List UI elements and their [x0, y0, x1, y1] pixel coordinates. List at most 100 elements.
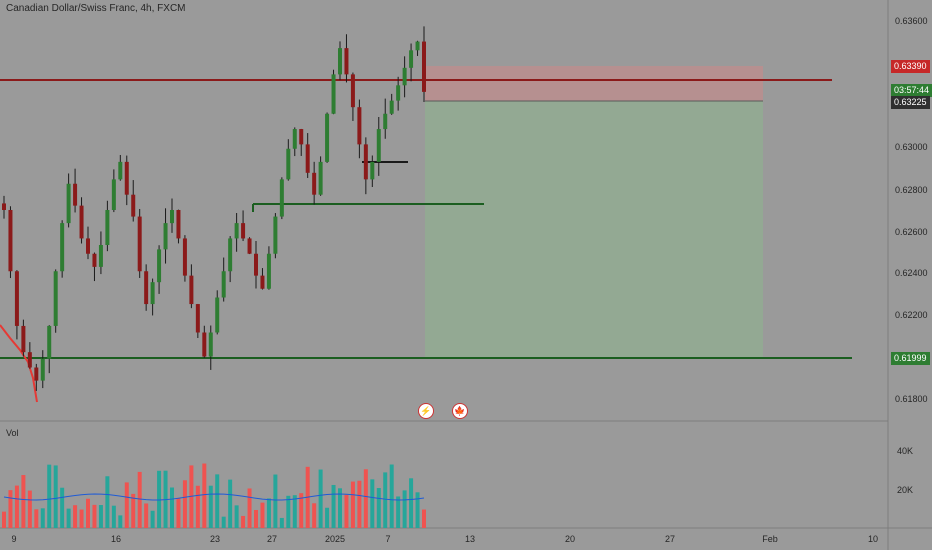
volume-bar — [182, 480, 187, 528]
time-tick: 27 — [267, 534, 277, 544]
volume-bar — [79, 509, 84, 528]
canada-flag-icon[interactable]: 🍁 — [452, 403, 468, 419]
candle-body — [318, 161, 323, 195]
volume-bar — [170, 487, 174, 528]
candle-body — [228, 238, 233, 272]
stop-price-badge: 0.63390 — [891, 60, 930, 73]
candle-body — [299, 129, 304, 145]
volume-bar — [318, 469, 323, 528]
time-tick: 2025 — [325, 534, 345, 544]
price-tick: 0.63600 — [895, 16, 928, 26]
candle-body — [157, 249, 162, 283]
candle-body — [357, 107, 362, 145]
volume-bar — [247, 488, 252, 528]
volume-bar — [124, 482, 129, 528]
volume-bar — [47, 464, 52, 528]
volume-bar — [137, 471, 142, 528]
price-axis[interactable]: 0.63600 0.63000 0.62800 0.62600 0.62400 … — [895, 16, 928, 495]
candle-body — [53, 271, 58, 326]
candle-body — [27, 352, 32, 368]
time-axis[interactable]: 9 16 23 27 2025 7 13 20 27 Feb 10 — [11, 534, 878, 544]
candle-body — [176, 210, 181, 239]
volume-bar — [221, 516, 226, 528]
event-bolt-icon[interactable]: ⚡ — [418, 403, 434, 419]
candle-body — [221, 271, 226, 298]
volume-bar — [40, 508, 45, 528]
volume-bar — [350, 481, 355, 528]
volume-bar — [402, 490, 407, 528]
volume-bar — [338, 488, 342, 528]
volume-label: Vol — [6, 428, 19, 438]
candle-body — [92, 253, 97, 267]
volume-bar — [144, 503, 149, 528]
volume-bar — [195, 485, 200, 528]
volume-bar — [325, 507, 330, 528]
candle-body — [422, 41, 426, 92]
volume-bar — [86, 498, 90, 528]
price-tick: 0.62800 — [895, 185, 928, 195]
price-tick: 0.62200 — [895, 310, 928, 320]
volume-bar — [228, 479, 233, 528]
volume-bar — [131, 493, 136, 528]
candle-body — [279, 179, 284, 217]
candle-body — [189, 275, 194, 305]
volume-bar — [383, 472, 388, 528]
price-tick: 0.62400 — [895, 268, 928, 278]
candle-body — [163, 223, 168, 250]
candle-body — [131, 194, 136, 217]
volume-bar — [415, 492, 420, 528]
time-tick: 23 — [210, 534, 220, 544]
bar-countdown-badge: 03:57:44 — [891, 84, 932, 97]
take-profit-zone[interactable] — [425, 101, 763, 358]
candle-body — [338, 48, 342, 75]
candle-body — [40, 358, 45, 381]
candle-body — [150, 282, 155, 305]
volume-bar — [376, 488, 381, 528]
stop-loss-zone[interactable] — [425, 66, 763, 101]
candle-body — [389, 100, 394, 114]
time-tick: 27 — [665, 534, 675, 544]
time-tick: 10 — [868, 534, 878, 544]
candle-body — [331, 74, 336, 114]
candle-body — [118, 161, 123, 180]
candle-body — [292, 129, 297, 149]
volume-tick: 20K — [897, 485, 913, 495]
volume-bar — [254, 509, 258, 528]
volume-bar — [34, 509, 39, 528]
volume-bar — [202, 463, 207, 528]
volume-bar — [176, 498, 181, 528]
candle-body — [247, 238, 252, 254]
volume-bar — [266, 498, 271, 528]
candle-body — [79, 205, 84, 239]
candle-body — [383, 113, 388, 130]
volume-bar — [422, 509, 426, 528]
volume-bar — [273, 474, 278, 528]
volume-bar — [73, 505, 78, 528]
volume-bar — [370, 479, 375, 528]
candle-body — [415, 41, 420, 51]
moving-average-line — [0, 324, 38, 403]
candle-body — [273, 216, 278, 254]
candle-body — [202, 332, 207, 357]
candle-body — [260, 275, 265, 289]
candle-body — [182, 238, 187, 276]
candle-body — [254, 253, 258, 276]
volume-bar — [53, 465, 58, 528]
volume-bar — [312, 503, 317, 528]
volume-bar — [208, 485, 213, 528]
candle-body — [266, 253, 271, 289]
volume-bar — [27, 490, 32, 528]
candle-body — [241, 223, 246, 239]
volume-bar — [118, 515, 123, 528]
current-price-badge: 0.63225 — [891, 96, 930, 109]
candle-body — [66, 183, 71, 224]
time-tick: 20 — [565, 534, 575, 544]
candle-body — [234, 223, 239, 239]
candle-body — [170, 210, 174, 224]
candle-body — [325, 113, 330, 162]
candle-body — [73, 183, 78, 206]
candle-body — [2, 203, 6, 210]
time-tick: 7 — [385, 534, 390, 544]
volume-tick: 40K — [897, 446, 913, 456]
